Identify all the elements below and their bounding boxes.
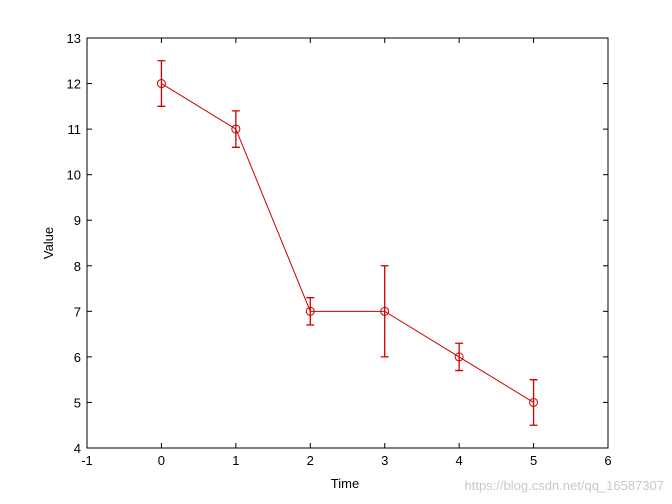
y-tick-label: 13 (67, 31, 81, 46)
plot-area (86, 37, 609, 449)
error-bar (306, 297, 315, 326)
y-tick-label: 4 (74, 441, 81, 456)
y-tick-label: 6 (74, 350, 81, 365)
x-tick-label: 3 (381, 453, 388, 468)
marker (454, 352, 464, 362)
x-tick-label: 4 (456, 453, 463, 468)
y-tick-label: 7 (74, 304, 81, 319)
y-tick-label: 12 (67, 77, 81, 92)
watermark: https://blog.csdn.net/qq_16587307 (465, 478, 665, 493)
marker (231, 124, 241, 134)
x-tick-label: 6 (604, 453, 611, 468)
y-tick-label: 5 (74, 395, 81, 410)
y-tick-label: 10 (67, 168, 81, 183)
marker (305, 306, 315, 316)
x-tick-label: 0 (158, 453, 165, 468)
marker (156, 79, 166, 89)
error-bar (157, 60, 166, 107)
marker (380, 306, 390, 316)
x-tick-label: 1 (232, 453, 239, 468)
x-axis-label: Time (331, 476, 359, 491)
y-axis-label: Value (41, 227, 56, 259)
x-tick-label: 2 (307, 453, 314, 468)
y-tick-label: 11 (68, 122, 82, 137)
marker (529, 397, 539, 407)
error-bar (231, 110, 240, 148)
y-tick-label: 8 (74, 259, 81, 274)
x-tick-label: -1 (81, 453, 93, 468)
y-tick-label: 9 (74, 213, 81, 228)
x-tick-label: 5 (530, 453, 537, 468)
error-bar (455, 342, 464, 372)
data-line (161, 83, 534, 403)
error-bar (529, 379, 538, 426)
error-bar (380, 265, 389, 358)
